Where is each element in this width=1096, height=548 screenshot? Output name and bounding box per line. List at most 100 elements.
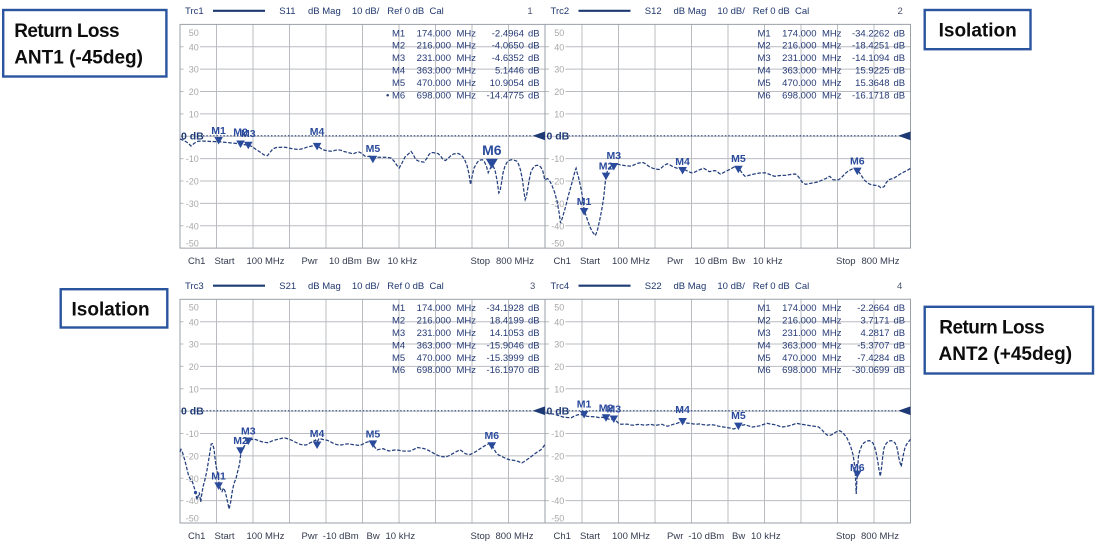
svg-text:M1: M1 xyxy=(392,303,405,314)
svg-text:50: 50 xyxy=(554,28,564,38)
svg-text:231.000: 231.000 xyxy=(417,328,451,339)
svg-text:dB: dB xyxy=(894,53,906,64)
svg-text:M3: M3 xyxy=(758,328,771,339)
svg-text:dB: dB xyxy=(894,353,906,364)
svg-text:1: 1 xyxy=(527,6,532,17)
svg-text:10 dBm: 10 dBm xyxy=(329,256,362,267)
svg-text:Ref 0 dB: Ref 0 dB xyxy=(387,281,424,292)
svg-text:50: 50 xyxy=(554,303,564,313)
svg-text:Stop: Stop xyxy=(471,256,491,267)
svg-text:Stop: Stop xyxy=(471,531,491,542)
svg-text:15.3648: 15.3648 xyxy=(855,78,889,89)
svg-text:18.4199: 18.4199 xyxy=(490,316,524,327)
svg-text:Cal: Cal xyxy=(430,6,444,17)
svg-text:Return Loss: Return Loss xyxy=(939,318,1044,339)
svg-text:M5: M5 xyxy=(758,353,771,364)
svg-text:Trc4: Trc4 xyxy=(551,281,570,292)
svg-text:-10: -10 xyxy=(551,429,564,439)
svg-text:-15.3999: -15.3999 xyxy=(486,353,524,364)
svg-text:M1: M1 xyxy=(392,28,405,39)
svg-text:Isolation: Isolation xyxy=(939,21,1017,42)
svg-text:Bw: Bw xyxy=(367,256,380,267)
svg-text:174.000: 174.000 xyxy=(417,28,451,39)
svg-text:Isolation: Isolation xyxy=(72,299,150,320)
svg-text:800 MHz: 800 MHz xyxy=(496,531,534,542)
svg-text:10 dB/: 10 dB/ xyxy=(352,281,380,292)
svg-text:Pwr: Pwr xyxy=(667,531,683,542)
svg-text:Start: Start xyxy=(580,256,600,267)
svg-text:100 MHz: 100 MHz xyxy=(247,531,285,542)
svg-text:M4: M4 xyxy=(310,126,325,138)
svg-text:10 kHz: 10 kHz xyxy=(388,256,418,267)
svg-text:-10 dBm: -10 dBm xyxy=(688,531,724,542)
svg-text:MHz: MHz xyxy=(822,328,842,339)
svg-text:M2: M2 xyxy=(599,402,614,414)
svg-text:-20: -20 xyxy=(186,177,199,187)
svg-text:M6: M6 xyxy=(758,90,771,101)
svg-text:100 MHz: 100 MHz xyxy=(247,256,285,267)
svg-text:dB: dB xyxy=(528,53,540,64)
svg-text:Bw: Bw xyxy=(732,531,745,542)
svg-text:40: 40 xyxy=(189,42,199,52)
svg-text:-10: -10 xyxy=(186,429,199,439)
svg-text:470.000: 470.000 xyxy=(782,78,816,89)
svg-text:-30: -30 xyxy=(186,474,199,484)
svg-text:M4: M4 xyxy=(758,340,771,351)
svg-text:470.000: 470.000 xyxy=(417,353,451,364)
svg-text:M1: M1 xyxy=(758,303,771,314)
svg-text:M2: M2 xyxy=(599,161,614,173)
svg-text:-40: -40 xyxy=(186,496,199,506)
svg-text:-30: -30 xyxy=(551,474,564,484)
svg-text:M3: M3 xyxy=(607,150,622,162)
svg-text:M5: M5 xyxy=(392,78,405,89)
svg-text:dB Mag: dB Mag xyxy=(674,6,707,17)
svg-text:10: 10 xyxy=(554,384,564,394)
svg-text:800 MHz: 800 MHz xyxy=(862,256,900,267)
svg-text:M6: M6 xyxy=(482,142,502,158)
svg-text:MHz: MHz xyxy=(822,316,842,327)
svg-text:50: 50 xyxy=(189,28,199,38)
svg-text:dB: dB xyxy=(528,78,540,89)
svg-text:2: 2 xyxy=(898,6,903,17)
svg-text:dB: dB xyxy=(894,90,906,101)
svg-text:Stop: Stop xyxy=(836,256,856,267)
svg-text:-2.2664: -2.2664 xyxy=(857,303,889,314)
svg-text:Ref 0 dB: Ref 0 dB xyxy=(753,281,790,292)
svg-text:Ch1: Ch1 xyxy=(188,256,205,267)
svg-text:20: 20 xyxy=(189,362,199,372)
svg-text:-40: -40 xyxy=(186,221,199,231)
svg-text:10: 10 xyxy=(189,384,199,394)
svg-text:-10: -10 xyxy=(186,154,199,164)
svg-text:363.000: 363.000 xyxy=(782,66,816,77)
svg-text:Pwr: Pwr xyxy=(302,531,318,542)
svg-text:Pwr: Pwr xyxy=(667,256,683,267)
svg-text:Trc2: Trc2 xyxy=(551,6,570,17)
svg-text:Start: Start xyxy=(215,531,235,542)
svg-text:ANT2 (+45deg): ANT2 (+45deg) xyxy=(939,344,1073,365)
svg-text:MHz: MHz xyxy=(457,41,477,52)
svg-text:216.000: 216.000 xyxy=(782,41,816,52)
svg-text:50: 50 xyxy=(189,303,199,313)
svg-text:M2: M2 xyxy=(392,41,405,52)
svg-text:15.9225: 15.9225 xyxy=(855,66,889,77)
svg-text:698.000: 698.000 xyxy=(782,90,816,101)
svg-text:MHz: MHz xyxy=(822,78,842,89)
svg-text:dB: dB xyxy=(528,41,540,52)
svg-text:MHz: MHz xyxy=(822,41,842,52)
svg-text:M6: M6 xyxy=(758,365,771,376)
svg-text:10 kHz: 10 kHz xyxy=(753,256,783,267)
svg-text:M2: M2 xyxy=(758,41,771,52)
svg-text:10: 10 xyxy=(189,110,199,120)
svg-text:M5: M5 xyxy=(366,143,381,155)
svg-text:MHz: MHz xyxy=(457,28,477,39)
svg-text:-50: -50 xyxy=(186,239,199,249)
svg-text:-14.1094: -14.1094 xyxy=(852,53,890,64)
svg-text:-30.0699: -30.0699 xyxy=(852,365,890,376)
svg-text:dB: dB xyxy=(894,78,906,89)
svg-text:dB: dB xyxy=(894,365,906,376)
svg-text:Pwr: Pwr xyxy=(302,256,318,267)
svg-text:800 MHz: 800 MHz xyxy=(861,531,899,542)
svg-text:S11: S11 xyxy=(279,6,295,17)
svg-text:M4: M4 xyxy=(392,340,405,351)
svg-text:-20: -20 xyxy=(186,452,199,462)
